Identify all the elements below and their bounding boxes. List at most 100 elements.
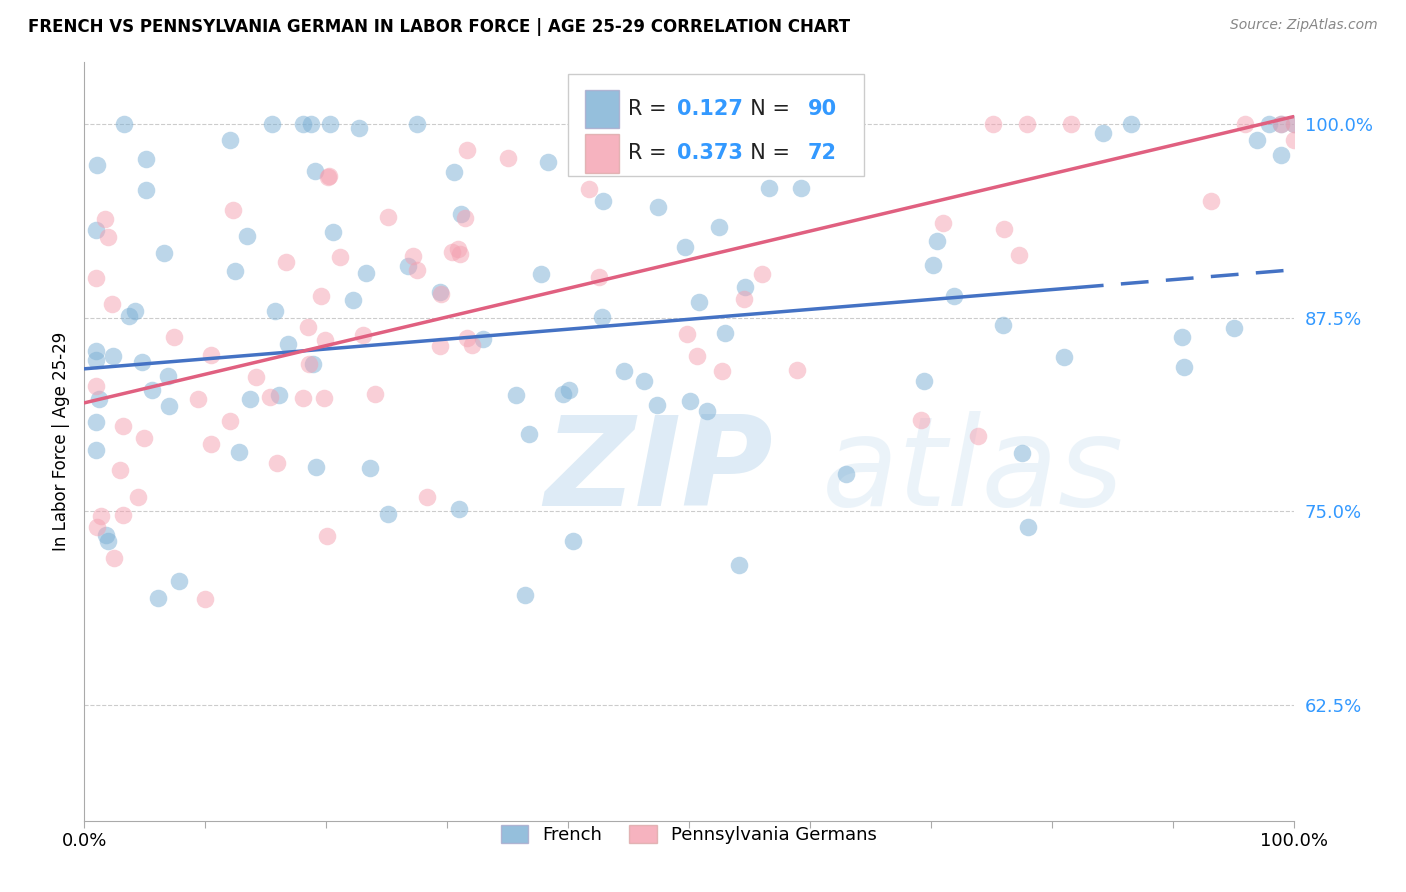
Point	[443, 165, 465, 179]
Point	[1053, 351, 1076, 365]
Text: ZIP: ZIP	[544, 411, 772, 533]
Point	[505, 387, 527, 401]
FancyBboxPatch shape	[585, 89, 619, 128]
Legend: French, Pennsylvania Germans: French, Pennsylvania Germans	[492, 816, 886, 854]
Point	[347, 120, 370, 135]
Point	[728, 558, 751, 572]
Point	[239, 392, 262, 407]
Point	[312, 391, 335, 405]
Point	[94, 212, 117, 227]
Point	[456, 143, 478, 157]
Point	[1017, 519, 1039, 533]
Point	[200, 437, 222, 451]
Point	[329, 250, 352, 264]
Point	[235, 228, 257, 243]
Point	[224, 264, 246, 278]
Point	[429, 339, 451, 353]
FancyBboxPatch shape	[585, 134, 619, 173]
Point	[1270, 117, 1292, 131]
Point	[377, 210, 399, 224]
Point	[707, 219, 730, 234]
Point	[266, 456, 288, 470]
Point	[318, 169, 340, 184]
Point	[498, 151, 520, 165]
Point	[676, 327, 699, 342]
Point	[101, 349, 124, 363]
Point	[259, 390, 281, 404]
Point	[1282, 133, 1305, 147]
Text: Source: ZipAtlas.com: Source: ZipAtlas.com	[1230, 18, 1378, 32]
Point	[1282, 117, 1305, 131]
Point	[228, 445, 250, 459]
Point	[89, 392, 111, 406]
Point	[267, 387, 290, 401]
Point	[359, 461, 381, 475]
Point	[517, 426, 540, 441]
Point	[922, 258, 945, 272]
Point	[127, 491, 149, 505]
Point	[450, 206, 472, 220]
Text: 72: 72	[807, 144, 837, 163]
Point	[561, 533, 583, 548]
Point	[711, 364, 734, 378]
Point	[1270, 117, 1292, 131]
Point	[124, 304, 146, 318]
Point	[153, 246, 176, 260]
Point	[86, 223, 108, 237]
Point	[86, 443, 108, 458]
Text: 90: 90	[807, 99, 837, 119]
Point	[553, 386, 575, 401]
Point	[558, 384, 581, 398]
Point	[453, 211, 475, 226]
Point	[447, 242, 470, 256]
Point	[966, 429, 988, 443]
Point	[696, 404, 718, 418]
Text: FRENCH VS PENNSYLVANIA GERMAN IN LABOR FORCE | AGE 25-29 CORRELATION CHART: FRENCH VS PENNSYLVANIA GERMAN IN LABOR F…	[28, 18, 851, 36]
Point	[734, 280, 756, 294]
Point	[316, 529, 339, 543]
Point	[157, 399, 180, 413]
Point	[1173, 359, 1195, 374]
Point	[679, 394, 702, 409]
Point	[200, 348, 222, 362]
Point	[991, 318, 1014, 332]
Point	[135, 152, 157, 166]
Point	[291, 391, 314, 405]
Point	[301, 357, 323, 371]
Text: N =: N =	[737, 99, 797, 119]
Point	[86, 344, 108, 359]
Point	[942, 289, 965, 303]
Point	[396, 259, 419, 273]
Point	[260, 117, 283, 131]
Point	[430, 286, 453, 301]
Point	[786, 363, 808, 377]
Point	[86, 353, 108, 368]
Point	[1201, 194, 1223, 208]
Point	[101, 297, 124, 311]
Point	[713, 326, 735, 341]
Point	[595, 128, 617, 142]
Point	[277, 337, 299, 351]
Point	[134, 431, 156, 445]
Point	[108, 463, 131, 477]
Point	[716, 117, 738, 131]
Point	[318, 169, 340, 183]
Point	[309, 289, 332, 303]
Point	[219, 414, 242, 428]
Point	[219, 133, 242, 147]
Point	[578, 182, 600, 196]
Point	[245, 370, 267, 384]
Point	[835, 467, 858, 481]
Point	[402, 249, 425, 263]
Point	[342, 293, 364, 307]
Point	[1060, 117, 1083, 131]
Point	[141, 383, 163, 397]
Point	[354, 267, 377, 281]
Point	[456, 331, 478, 345]
Point	[304, 163, 326, 178]
Point	[163, 330, 186, 344]
Text: 0.127: 0.127	[676, 99, 742, 119]
Point	[647, 200, 669, 214]
Point	[377, 508, 399, 522]
Point	[86, 158, 108, 172]
